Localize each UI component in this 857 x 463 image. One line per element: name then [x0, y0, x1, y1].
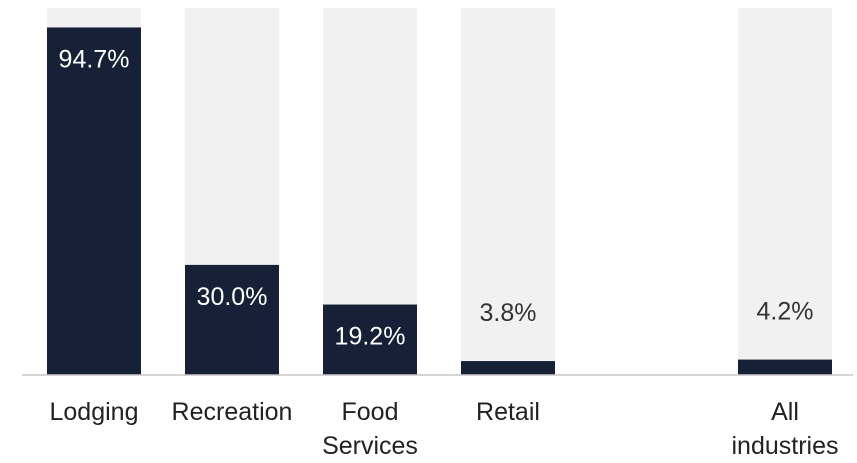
bar-all-industries: [738, 359, 832, 375]
category-label-retail: Retail: [476, 398, 540, 426]
data-labels: 94.7% 30.0% 19.2% 3.8% 4.2%: [59, 45, 814, 350]
value-label-food-services: 19.2%: [335, 323, 406, 351]
bar-recreation: [185, 264, 279, 375]
bar-tracks: [47, 8, 832, 375]
bar-lodging: [47, 27, 141, 376]
category-labels: Lodging Recreation Food Services Retail All in…: [50, 398, 839, 460]
value-label-lodging: 94.7%: [59, 45, 130, 73]
bar-retail: [461, 361, 555, 375]
category-label-all-industries: All industries: [732, 398, 839, 460]
value-label-recreation: 30.0%: [197, 283, 268, 311]
track-all-industries: [738, 8, 832, 375]
bar-food-services: [323, 304, 417, 375]
value-label-retail: 3.8%: [480, 299, 537, 327]
category-label-lodging: Lodging: [50, 398, 139, 426]
track-retail: [461, 8, 555, 375]
value-label-all-industries: 4.2%: [757, 298, 814, 326]
bars: [47, 27, 832, 376]
category-label-recreation: Recreation: [172, 398, 293, 426]
category-label-food-services: Food Services: [322, 398, 418, 460]
